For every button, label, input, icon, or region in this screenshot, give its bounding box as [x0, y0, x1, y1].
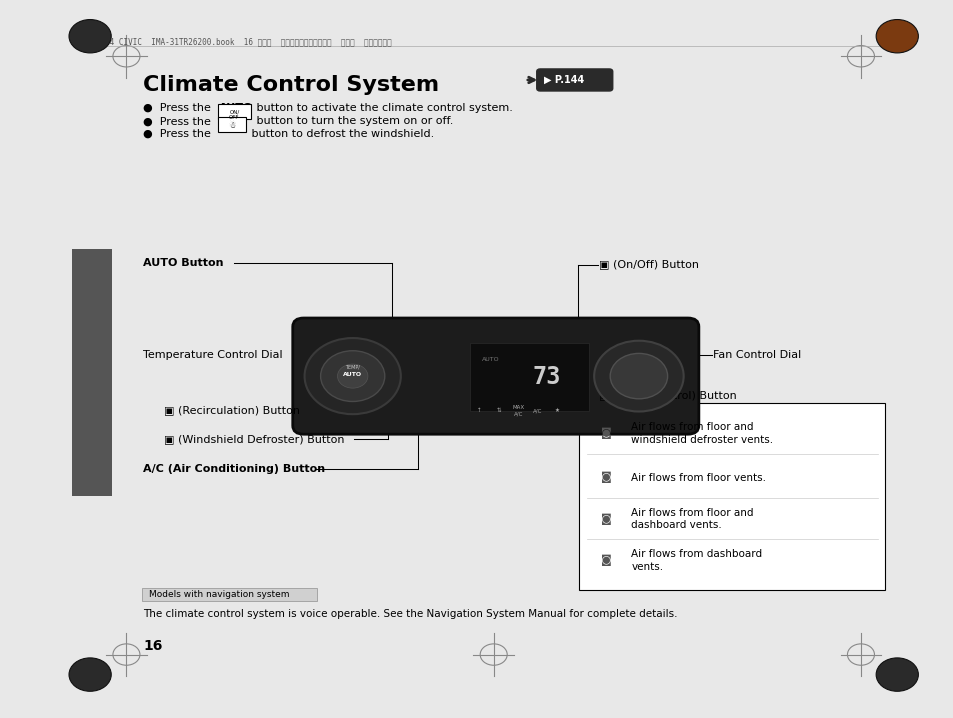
Text: Air flows from floor and
dashboard vents.: Air flows from floor and dashboard vents… — [631, 508, 753, 531]
Text: The climate control system is voice operable. See the Navigation System Manual f: The climate control system is voice oper… — [143, 609, 677, 619]
Text: A/C: A/C — [533, 409, 541, 414]
Text: AUTO: AUTO — [343, 372, 362, 377]
Text: ◙: ◙ — [600, 472, 611, 483]
Text: AUTO: AUTO — [219, 103, 253, 113]
Text: TEMP/: TEMP/ — [345, 364, 360, 369]
Text: Models with navigation system: Models with navigation system — [149, 590, 290, 599]
Circle shape — [69, 19, 112, 53]
Text: A/C (Air Conditioning) Button: A/C (Air Conditioning) Button — [143, 464, 325, 474]
Text: ▣ (Windshield Defroster) Button: ▣ (Windshield Defroster) Button — [164, 434, 345, 444]
Text: ●  Press the: ● Press the — [143, 116, 214, 126]
Text: Air flows from floor vents.: Air flows from floor vents. — [631, 472, 765, 482]
Text: ◙: ◙ — [600, 555, 611, 566]
FancyBboxPatch shape — [470, 343, 589, 411]
Text: 14 CIVIC  IMA-31TR26200.book  16 ページ  ２０１３年１２月２３日  月曜日  午後４時９分: 14 CIVIC IMA-31TR26200.book 16 ページ ２０１３年… — [105, 37, 392, 46]
Circle shape — [875, 19, 918, 53]
FancyBboxPatch shape — [142, 589, 317, 601]
Circle shape — [610, 353, 667, 398]
Text: Air flows from dashboard
vents.: Air flows from dashboard vents. — [631, 549, 761, 572]
Text: ●  Press the: ● Press the — [143, 129, 214, 139]
FancyBboxPatch shape — [71, 248, 112, 495]
Text: AUTO Button: AUTO Button — [143, 258, 224, 269]
Text: Climate Control System: Climate Control System — [143, 75, 439, 95]
FancyBboxPatch shape — [293, 318, 699, 434]
Text: ▣ (Mode Control) Button: ▣ (Mode Control) Button — [598, 391, 737, 401]
Text: MAX
A/C: MAX A/C — [512, 406, 524, 416]
FancyBboxPatch shape — [537, 69, 612, 91]
Circle shape — [594, 341, 683, 411]
Text: ▣ (On/Off) Button: ▣ (On/Off) Button — [598, 260, 699, 269]
Text: ★: ★ — [554, 409, 558, 414]
Text: ▶ P.144: ▶ P.144 — [544, 75, 584, 85]
Text: ◙: ◙ — [600, 428, 611, 439]
Text: Fan Control Dial: Fan Control Dial — [713, 350, 801, 360]
Text: button to activate the climate control system.: button to activate the climate control s… — [253, 103, 513, 113]
FancyBboxPatch shape — [578, 403, 884, 589]
Text: ⇅: ⇅ — [496, 409, 500, 414]
Text: 73: 73 — [532, 365, 560, 389]
Text: AUTO: AUTO — [482, 357, 499, 362]
Text: ◙: ◙ — [600, 513, 611, 525]
Text: 16: 16 — [143, 639, 163, 653]
Text: ●  Press the: ● Press the — [143, 103, 214, 113]
Circle shape — [337, 364, 368, 388]
Text: button to turn the system on or off.: button to turn the system on or off. — [253, 116, 453, 126]
Circle shape — [304, 338, 400, 414]
Text: ☃: ☃ — [228, 121, 235, 130]
Text: ▣ (Recirculation) Button: ▣ (Recirculation) Button — [164, 405, 300, 415]
Circle shape — [320, 350, 384, 401]
Text: ON/: ON/ — [229, 109, 239, 114]
Text: OFF: OFF — [229, 115, 239, 119]
Text: ↑: ↑ — [476, 409, 481, 414]
Text: Air flows from floor and
windshield defroster vents.: Air flows from floor and windshield defr… — [631, 422, 773, 445]
Text: Quick Reference Guide: Quick Reference Guide — [88, 320, 96, 424]
FancyBboxPatch shape — [217, 104, 252, 119]
Text: button to defrost the windshield.: button to defrost the windshield. — [248, 129, 434, 139]
Text: Temperature Control Dial: Temperature Control Dial — [143, 350, 283, 360]
Circle shape — [69, 658, 112, 691]
FancyBboxPatch shape — [217, 117, 246, 131]
Circle shape — [875, 658, 918, 691]
